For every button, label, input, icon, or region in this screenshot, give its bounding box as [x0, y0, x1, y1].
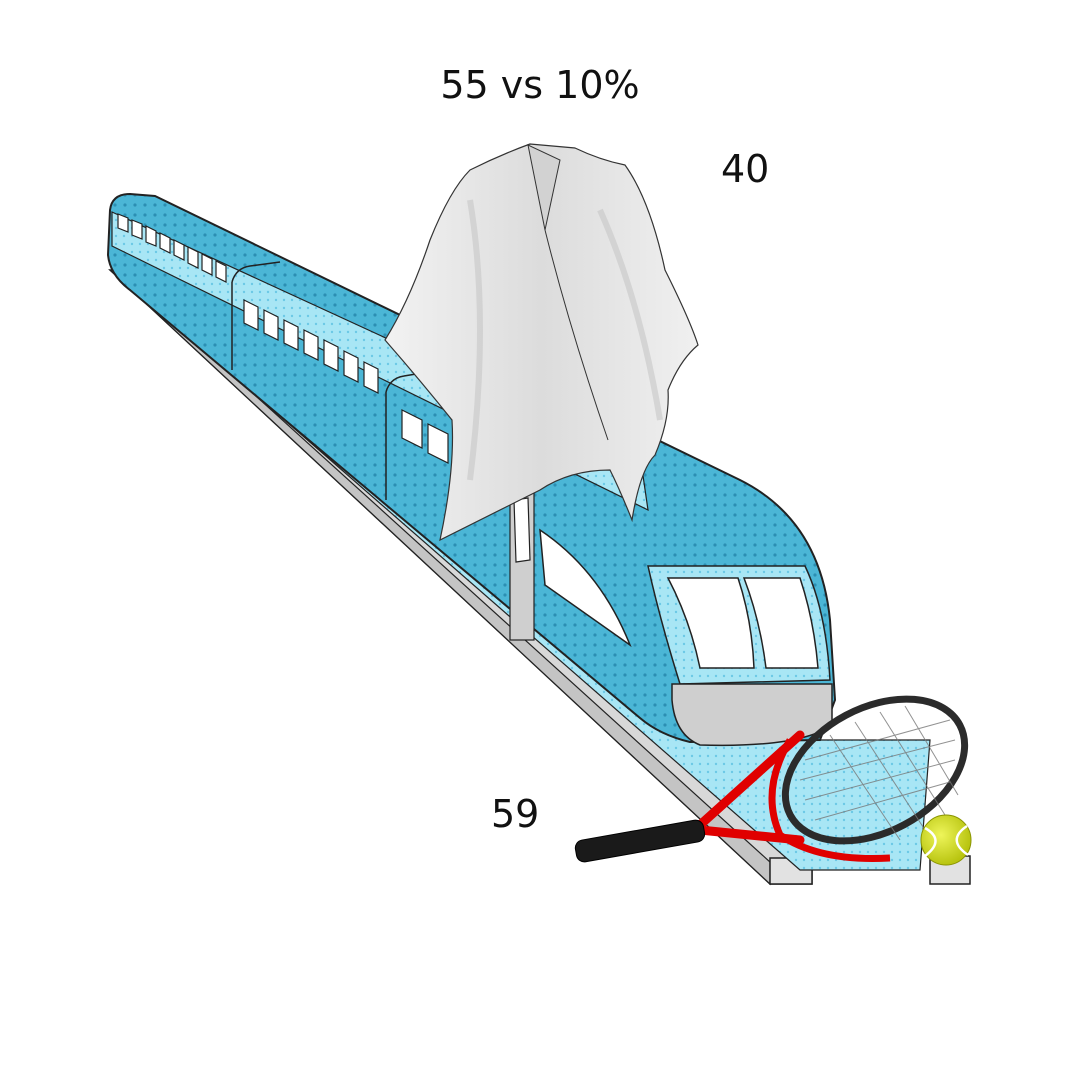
- number-label-right: 40: [721, 147, 770, 191]
- tennis-racket-icon: [574, 695, 969, 863]
- tennis-ball-icon: [920, 814, 972, 866]
- train-icon: [106, 192, 971, 886]
- number-label-bottom: 59: [491, 792, 540, 836]
- poncho-icon: [384, 143, 699, 542]
- comparison-label: 55 vs 10%: [440, 63, 640, 107]
